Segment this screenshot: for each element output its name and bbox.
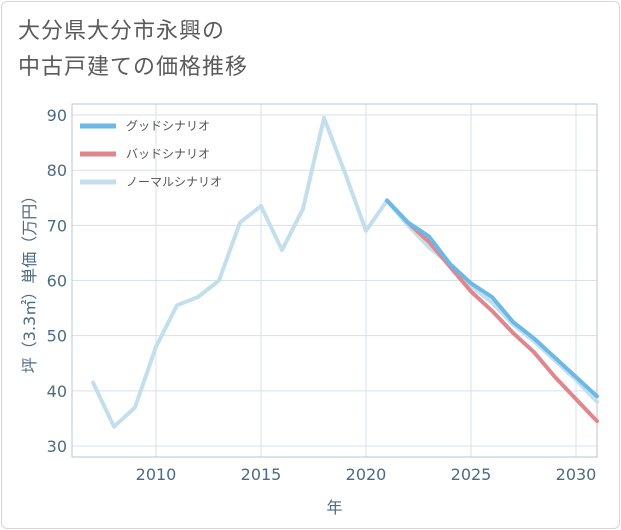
y-tick-label: 60	[47, 272, 67, 291]
plot-area	[71, 103, 598, 458]
chart-title-line-1: 大分県大分市永興の	[18, 19, 226, 44]
y-axis-ticks: 30 40 50 60 70 80 90	[47, 106, 67, 456]
y-tick-label: 30	[47, 437, 67, 456]
series-line-2	[91, 115, 599, 429]
x-tick-label: 2010	[136, 465, 177, 484]
series-lines	[91, 115, 599, 429]
legend-label-0: グッドシナリオ	[126, 119, 210, 133]
chart-title-line-2: 中古戸建ての価格推移	[18, 55, 249, 80]
y-tick-label: 90	[47, 106, 67, 125]
chart-title: 大分県大分市永興の 中古戸建ての価格推移	[18, 14, 248, 86]
x-tick-label: 2025	[451, 465, 492, 484]
legend-label-2: ノーマルシナリオ	[126, 175, 222, 189]
series-line-0	[385, 198, 599, 399]
x-axis-title: 年	[326, 498, 342, 517]
x-tick-label: 2015	[241, 465, 282, 484]
y-tick-label: 70	[47, 216, 67, 235]
y-tick-label: 80	[47, 161, 67, 180]
y-axis-title: 坪（3.3㎡）単価（万円）	[20, 188, 39, 373]
x-tick-label: 2020	[346, 465, 387, 484]
legend-label-1: バッドシナリオ	[126, 147, 210, 161]
y-tick-label: 40	[47, 382, 67, 401]
y-tick-label: 50	[47, 327, 67, 346]
x-tick-label: 2030	[556, 465, 597, 484]
series-line-1	[385, 198, 599, 424]
x-axis-ticks: 2010 2015 2020 2025 2030	[136, 465, 597, 484]
